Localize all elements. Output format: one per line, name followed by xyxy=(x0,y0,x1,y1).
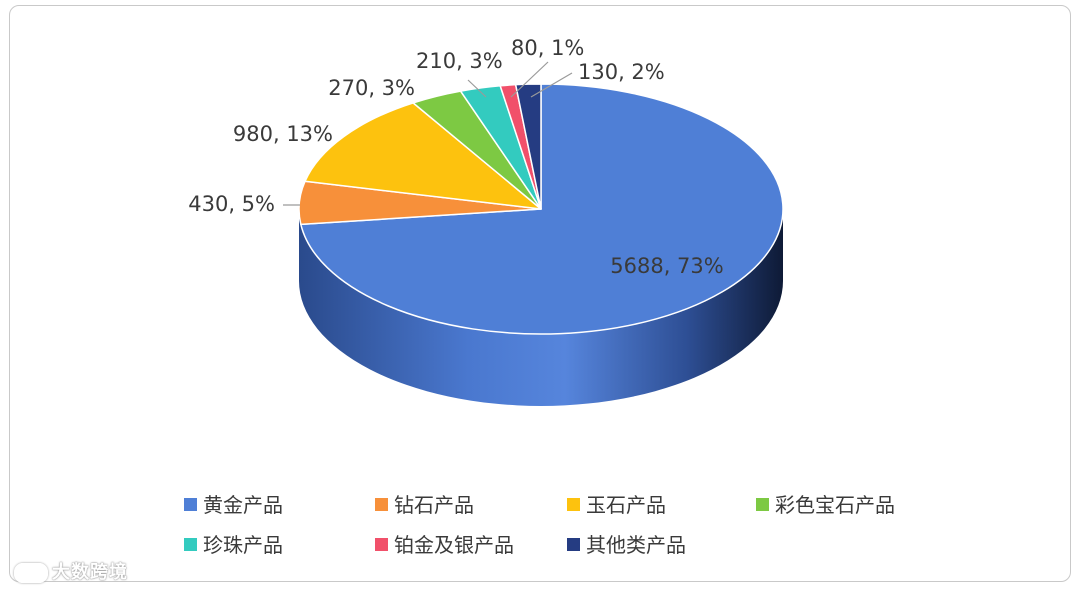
pie-slice-7 xyxy=(514,83,542,210)
legend-swatch-6 xyxy=(375,538,388,551)
legend-swatch-1 xyxy=(184,498,197,511)
legend-label-2: 钻石产品 xyxy=(394,493,474,517)
pie-side-wall-shape xyxy=(299,209,783,406)
watermark-text: 大数跨境 xyxy=(52,562,128,583)
data-label-7: 130, 2% xyxy=(578,60,665,84)
legend-swatch-2 xyxy=(375,498,388,511)
pie-slice-3 xyxy=(304,102,542,210)
legend-swatch-3 xyxy=(567,498,580,511)
data-label-2: 430, 5% xyxy=(188,192,275,216)
data-label-6: 80, 1% xyxy=(511,36,584,60)
watermark-logo-icon xyxy=(14,563,48,583)
legend-swatch-5 xyxy=(184,538,197,551)
pie-slice-1 xyxy=(300,83,784,335)
leader-line-5 xyxy=(467,79,487,98)
leader-line-7 xyxy=(530,72,573,98)
data-labels: 5688, 73% 430, 5% 980, 13% 270, 3%210, 3% 80… xyxy=(188,36,723,278)
data-label-1: 5688, 73% xyxy=(610,254,723,278)
watermark: 大数跨境 xyxy=(14,558,128,584)
legend-label-3: 玉石产品 xyxy=(586,493,666,517)
pie-slices xyxy=(298,83,784,335)
data-label-4: 270, 3% xyxy=(328,76,415,100)
legend-label-4: 彩色宝石产品 xyxy=(775,493,895,517)
legend-label-1: 黄金产品 xyxy=(203,493,283,517)
legend-label-6: 铂金及银产品 xyxy=(394,533,514,557)
leader-line-6 xyxy=(510,61,549,98)
leader-lines xyxy=(283,61,573,206)
pie-side-wall xyxy=(299,209,783,406)
data-label-5: 210, 3% xyxy=(416,49,503,73)
legend-swatch-7 xyxy=(567,538,580,551)
legend-label-7: 其他类产品 xyxy=(586,533,686,557)
data-label-3: 980, 13% xyxy=(233,122,333,146)
legend-swatch-4 xyxy=(756,498,769,511)
legend-label-5: 珍珠产品 xyxy=(203,533,283,557)
